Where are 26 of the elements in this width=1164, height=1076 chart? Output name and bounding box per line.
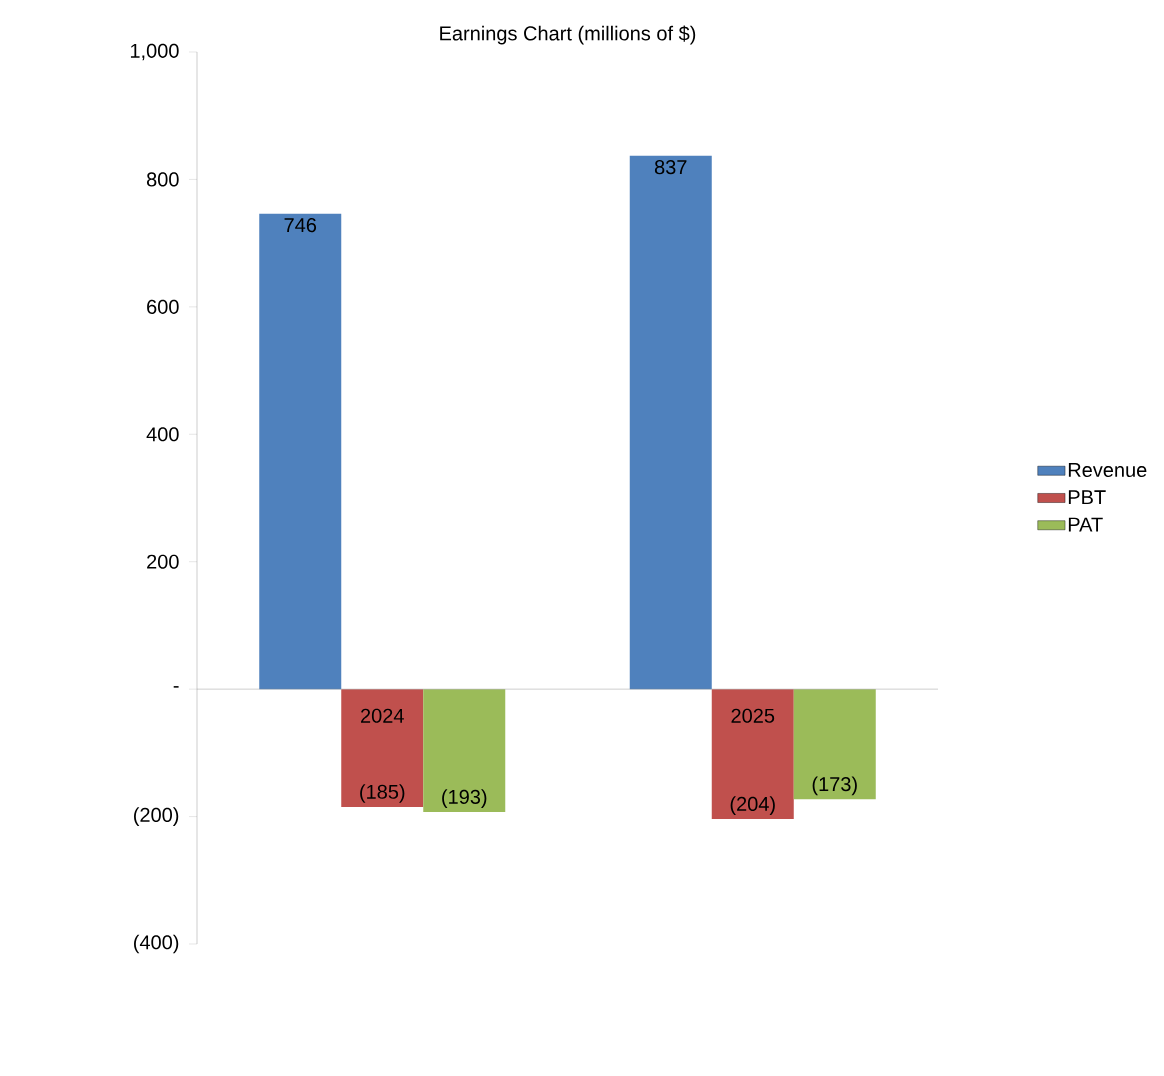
bar — [711, 689, 794, 820]
y-tick-label: - — [173, 686, 179, 688]
bar — [259, 213, 342, 690]
bar — [341, 689, 424, 808]
y-tick-label: 1,000 — [130, 43, 179, 61]
y-tick-label: (200) — [134, 807, 179, 826]
data-label: (193) — [442, 789, 487, 808]
y-tick-label: 800 — [146, 172, 179, 187]
legend-label: Revenue — [1068, 463, 1147, 478]
chart-title: Earnings Chart (millions of $) — [440, 25, 696, 45]
y-tick-label: 200 — [147, 554, 179, 569]
data-label: (204) — [730, 796, 775, 815]
bar — [423, 689, 506, 813]
x-tick-label: 2025 — [731, 708, 775, 723]
x-tick-label: 2024 — [361, 708, 404, 723]
y-tick-label: (400) — [134, 934, 179, 954]
data-label: (185) — [360, 784, 405, 803]
data-label: 837 — [654, 160, 687, 175]
y-tick-label: 600 — [147, 299, 179, 314]
bar — [629, 155, 712, 690]
legend-label: PBT — [1068, 490, 1106, 505]
legend-label: PAT — [1068, 517, 1103, 532]
data-label: 746 — [284, 218, 317, 233]
bar — [793, 689, 876, 800]
data-label: (173) — [812, 776, 857, 796]
y-tick-label: 400 — [146, 427, 179, 442]
